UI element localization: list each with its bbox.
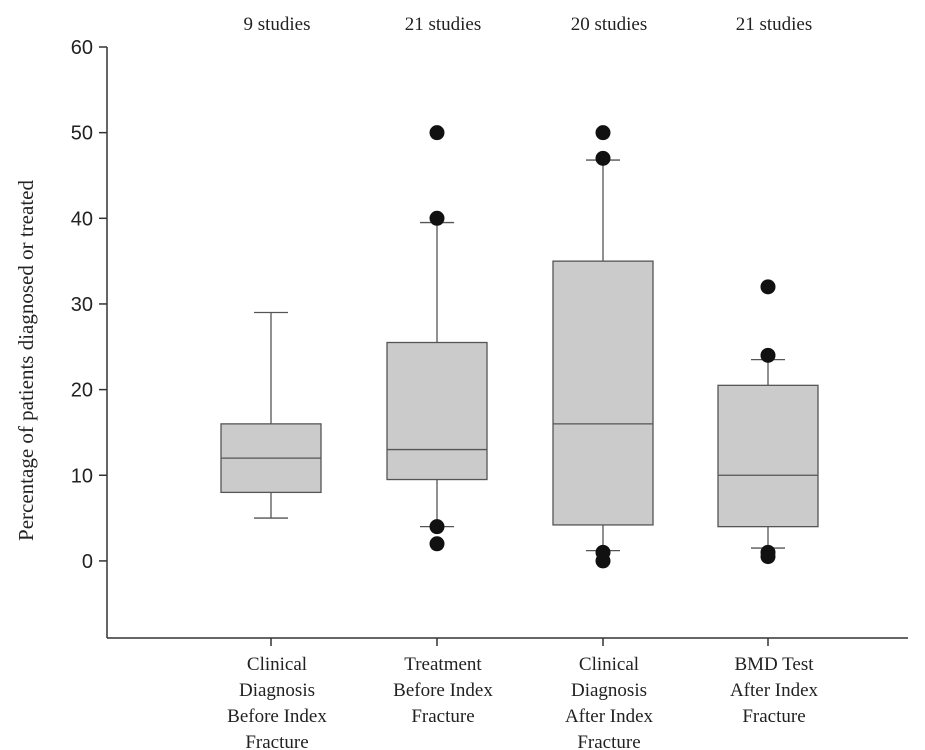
- y-tick-label: 20: [71, 380, 93, 402]
- category-label-line: Fracture: [245, 732, 308, 750]
- category-label-line: Clinical: [247, 654, 307, 675]
- y-tick-label: 60: [71, 37, 93, 59]
- y-tick-label: 50: [71, 123, 93, 145]
- category-label-line: Fracture: [577, 732, 640, 750]
- box-group: [552, 125, 654, 569]
- outlier-point: [429, 519, 445, 535]
- y-tick-label: 40: [71, 208, 93, 230]
- outlier-point: [760, 544, 776, 560]
- study-count-label: 20 studies: [571, 14, 648, 35]
- category-label-line: After Index: [730, 680, 819, 701]
- category-label-line: Before Index: [227, 706, 327, 727]
- axes: [99, 46, 908, 646]
- category-label-line: Diagnosis: [239, 680, 315, 701]
- y-tick-label: 30: [71, 294, 93, 316]
- outlier-point: [429, 210, 445, 226]
- outlier-point: [595, 150, 611, 166]
- outlier-point: [760, 347, 776, 363]
- study-count-label: 21 studies: [405, 14, 482, 35]
- box-group: [220, 311, 322, 519]
- category-label-line: Before Index: [393, 680, 493, 701]
- outlier-point: [760, 279, 776, 295]
- category-label: Treatment Before Index Fracture: [393, 654, 493, 727]
- study-count-label: 9 studies: [243, 14, 310, 35]
- labels: 0 10 20 30 40 50 60 Percentage of patients diag…: [14, 14, 819, 750]
- outlier-point: [595, 125, 611, 141]
- box-group: [717, 279, 819, 565]
- outlier-point: [429, 536, 445, 552]
- boxes: [220, 125, 819, 569]
- study-count-label: 21 studies: [736, 14, 813, 35]
- y-axis-label: Percentage of patients diagnosed or trea…: [14, 180, 38, 541]
- category-label-line: Diagnosis: [571, 680, 647, 701]
- outlier-point: [429, 125, 445, 141]
- y-tick-label: 0: [82, 551, 93, 573]
- category-label-line: Fracture: [411, 706, 474, 727]
- category-label-line: Fracture: [742, 706, 805, 727]
- y-tick-label: 10: [71, 465, 93, 487]
- category-label: BMD Test After Index Fracture: [730, 654, 819, 727]
- box-iqr: [552, 260, 654, 526]
- category-label-line: Treatment: [404, 654, 482, 675]
- box-group: [386, 125, 488, 552]
- category-label-line: BMD Test: [734, 654, 814, 675]
- category-label: Clinical Diagnosis After Index Fracture: [565, 654, 654, 750]
- box-iqr: [386, 341, 488, 481]
- outlier-point: [595, 544, 611, 560]
- box-iqr: [717, 384, 819, 528]
- category-label-line: Clinical: [579, 654, 639, 675]
- category-label: Clinical Diagnosis Before Index Fracture: [227, 654, 327, 750]
- category-label-line: After Index: [565, 706, 654, 727]
